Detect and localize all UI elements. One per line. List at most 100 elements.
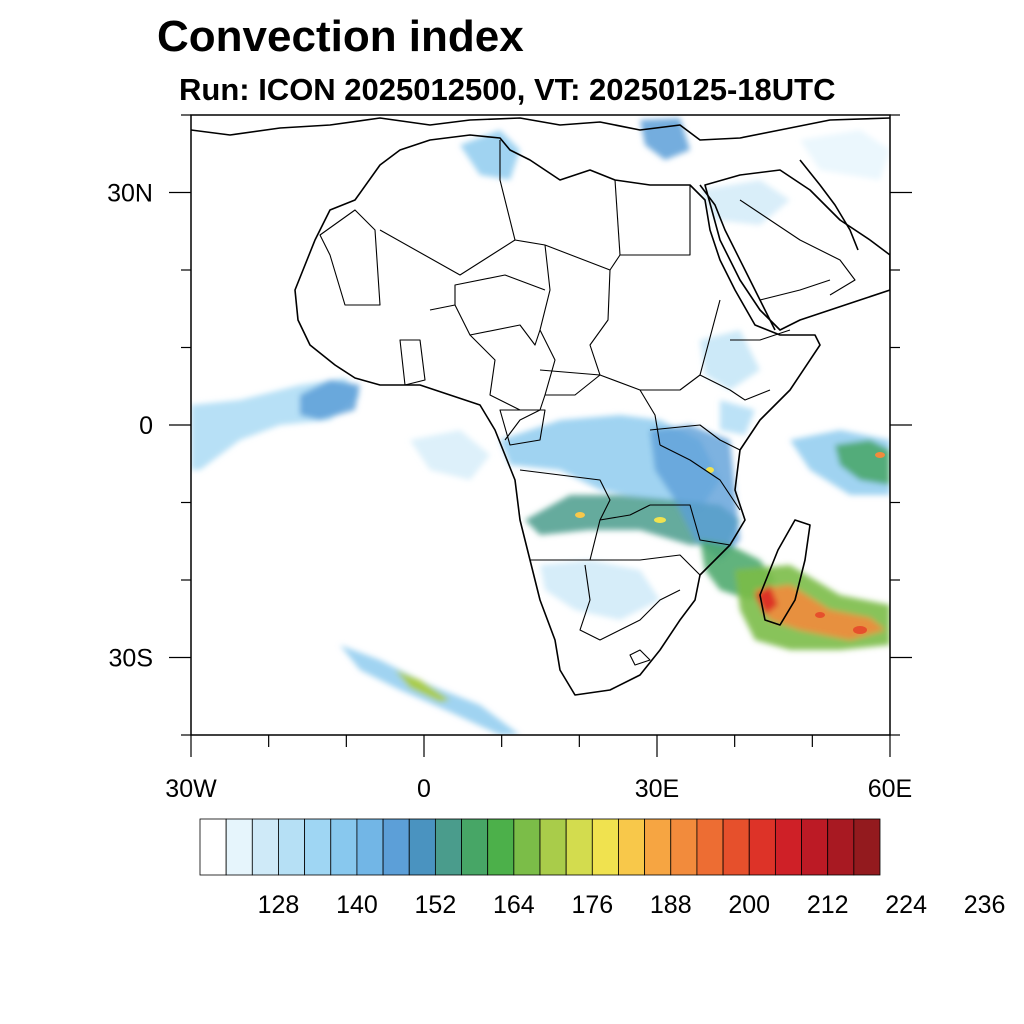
border xyxy=(650,504,731,546)
border xyxy=(519,469,651,521)
country-borders xyxy=(319,140,856,666)
coastlines xyxy=(191,117,890,696)
convection-field xyxy=(191,118,890,735)
colorbar-label: 152 xyxy=(415,891,457,919)
colorbar-label: 188 xyxy=(650,891,692,919)
field-patch-levant xyxy=(640,118,690,160)
colorbar-swatch xyxy=(853,818,881,876)
lat-tick-label: 30S xyxy=(109,645,153,673)
red-sea-coast xyxy=(699,184,776,331)
border xyxy=(590,554,701,576)
border xyxy=(659,444,741,511)
colorbar-swatch xyxy=(670,818,698,876)
border xyxy=(399,339,426,386)
colorbar-swatch xyxy=(696,818,724,876)
field-hotspot xyxy=(875,452,885,458)
colorbar-label: 176 xyxy=(571,891,613,919)
lon-tick-label: 60E xyxy=(868,775,912,803)
border xyxy=(504,374,601,441)
field-patch-gulf-guinea xyxy=(300,380,360,420)
colorbar-swatch xyxy=(434,818,462,876)
madagascar-coastline xyxy=(759,519,811,626)
border xyxy=(579,564,681,641)
field-hotspot xyxy=(853,626,867,634)
lon-tick-label: 30E xyxy=(635,775,679,803)
border xyxy=(454,304,541,346)
colorbar-label: 224 xyxy=(885,891,927,919)
colorbar-swatch xyxy=(356,818,384,876)
border xyxy=(639,389,661,446)
colorbar-swatch xyxy=(644,818,672,876)
gulf-coast xyxy=(799,159,859,251)
colorbar-labels: 128 140 152 164 176 188 200 212 224 236 xyxy=(258,891,1006,919)
field-patch-north-east xyxy=(800,130,890,180)
colorbar-swatch xyxy=(801,818,829,876)
arabia-coastline xyxy=(704,169,890,331)
border xyxy=(379,229,546,276)
colorbar-swatch xyxy=(382,818,410,876)
colorbar-swatch xyxy=(304,818,332,876)
border xyxy=(699,374,771,401)
field-patch-southern-africa xyxy=(540,560,660,620)
field-patch-south-atlantic-core xyxy=(395,670,450,702)
border xyxy=(469,334,521,411)
colorbar-swatch xyxy=(748,818,776,876)
colorbar-swatch xyxy=(461,818,489,876)
colorbar-label: 128 xyxy=(258,891,300,919)
map-title: Convection index xyxy=(157,12,524,61)
colorbar-swatch xyxy=(539,818,567,876)
lon-tick-label: 0 xyxy=(417,775,431,803)
colorbar-swatch xyxy=(565,818,593,876)
colorbar-swatch xyxy=(408,818,436,876)
colorbar-swatch xyxy=(618,818,646,876)
border xyxy=(499,409,546,446)
field-hotspot xyxy=(815,612,825,618)
colorbar-swatch xyxy=(722,818,750,876)
field-patch-indian-ocean-core xyxy=(835,440,890,485)
colorbar-swatch xyxy=(278,818,306,876)
colorbar-swatch xyxy=(225,818,253,876)
colorbar-swatch xyxy=(513,818,541,876)
colorbar-swatch xyxy=(330,818,358,876)
border xyxy=(730,329,791,341)
colorbar-label: 164 xyxy=(493,891,535,919)
border xyxy=(739,199,856,296)
colorbar-swatch xyxy=(827,818,855,876)
colorbar-swatch xyxy=(199,818,227,876)
lon-tick-label: 30W xyxy=(165,775,217,803)
field-hotspot xyxy=(654,517,666,523)
colorbar xyxy=(199,818,881,876)
colorbar-swatch xyxy=(591,818,619,876)
border xyxy=(629,649,651,666)
colorbar-label: 236 xyxy=(964,891,1006,919)
colorbar-swatch xyxy=(774,818,802,876)
field-patch-mediterranean xyxy=(460,130,520,180)
colorbar-label: 140 xyxy=(336,891,378,919)
field-hotspot xyxy=(575,512,585,518)
field-patch-east-africa xyxy=(650,425,740,560)
border xyxy=(614,179,621,256)
border xyxy=(649,424,741,451)
border xyxy=(539,244,556,396)
border xyxy=(589,269,611,376)
mediterranean-north xyxy=(191,117,890,141)
colorbar-swatch xyxy=(251,818,279,876)
field-patch-central-atlantic xyxy=(410,430,490,480)
field-patch-arabia xyxy=(700,180,790,225)
border xyxy=(759,279,831,301)
colorbar-swatch xyxy=(487,818,515,876)
colorbar-label: 200 xyxy=(728,891,770,919)
field-patch-ethiopia xyxy=(700,330,760,390)
colorbar-label: 212 xyxy=(807,891,849,919)
axis-ticks xyxy=(169,114,912,757)
border xyxy=(539,299,721,391)
border xyxy=(429,274,546,311)
field-patch-horn xyxy=(720,400,755,435)
lat-tick-label: 30N xyxy=(107,180,153,208)
border xyxy=(499,140,516,241)
map-subtitle: Run: ICON 2025012500, VT: 20250125-18UTC xyxy=(179,72,836,107)
border xyxy=(319,209,381,306)
axis-tick-labels: 30W 0 30E 60E 30N 0 30S xyxy=(107,180,912,804)
border xyxy=(544,185,691,271)
